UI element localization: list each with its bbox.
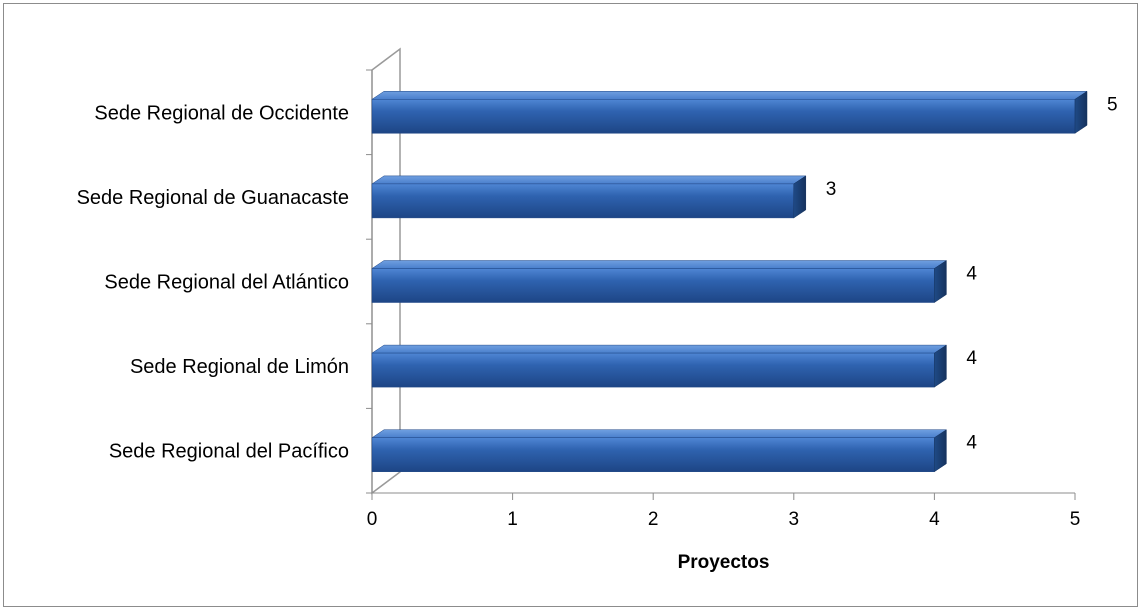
- bar-top-face: [371, 429, 948, 438]
- x-tick-label: 3: [789, 509, 800, 530]
- bar-front-face: [371, 352, 935, 388]
- category-label: Sede Regional de Limón: [130, 356, 349, 378]
- value-label: 4: [966, 433, 977, 454]
- bar: [371, 429, 948, 473]
- bar-side-face: [934, 344, 947, 388]
- bar-front-face: [371, 183, 795, 219]
- x-tick-label: 1: [507, 509, 518, 530]
- x-tick-label: 4: [929, 509, 940, 530]
- category-label: Sede Regional del Atlántico: [104, 272, 349, 294]
- category-label: Sede Regional del Pacífico: [109, 441, 349, 463]
- bar: [371, 175, 807, 219]
- bar-top-face: [371, 175, 807, 185]
- bar-side-face: [793, 175, 807, 219]
- bar-side-face: [934, 260, 947, 303]
- value-label: 4: [966, 348, 977, 369]
- bar-side-face: [1074, 90, 1088, 134]
- bar-top-face: [371, 260, 948, 269]
- category-label: Sede Regional de Occidente: [94, 102, 349, 124]
- x-tick-label: 5: [1070, 509, 1081, 530]
- bar-top-face: [371, 91, 1088, 100]
- category-labels: Sede Regional del Pacífico Sede Regional …: [77, 102, 349, 462]
- bar: [371, 344, 948, 388]
- bar-side-face: [934, 429, 947, 473]
- bar-top-face: [371, 344, 948, 354]
- x-tick-label: 0: [367, 509, 378, 530]
- x-axis-title: Proyectos: [678, 552, 770, 573]
- x-tick-label: 2: [648, 509, 659, 530]
- value-label: 5: [1107, 94, 1118, 115]
- category-label: Sede Regional de Guanacaste: [77, 187, 349, 209]
- x-axis: 0 1 2 3 4 5: [367, 492, 1081, 530]
- value-label: 3: [826, 179, 837, 200]
- bars: [371, 90, 1088, 473]
- bar-front-face: [371, 437, 935, 472]
- bar: [371, 90, 1088, 134]
- bar-front-face: [371, 268, 935, 303]
- value-labels: 4 4 4 3 5: [826, 94, 1118, 453]
- bar-front-face: [371, 99, 1076, 134]
- bar: [371, 260, 948, 303]
- value-label: 4: [966, 264, 977, 285]
